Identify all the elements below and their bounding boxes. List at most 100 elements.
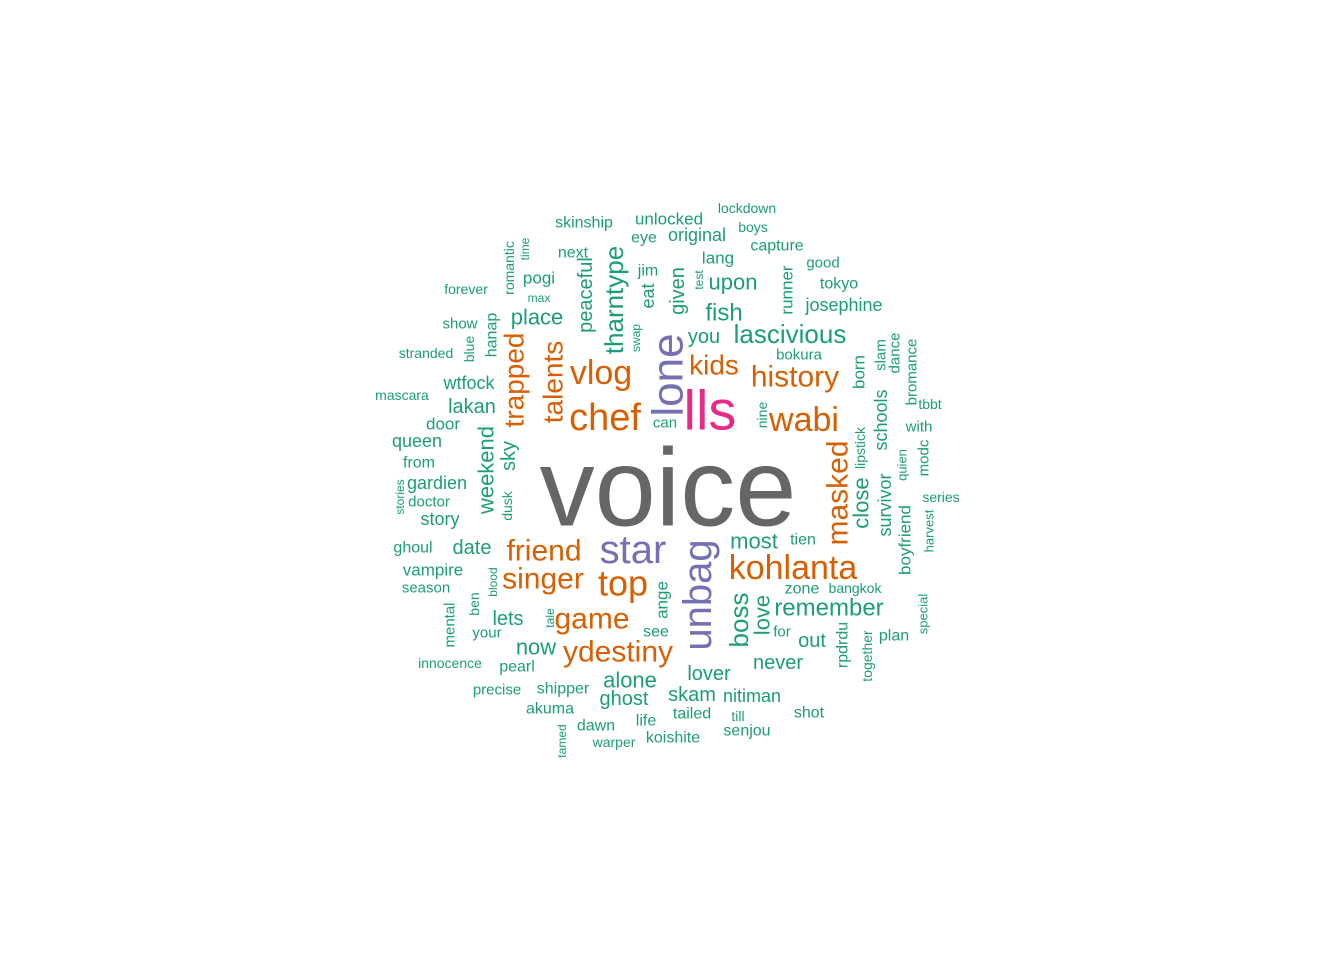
word-plan: plan — [879, 628, 909, 645]
word-dance: dance — [887, 333, 904, 374]
word-now: now — [516, 635, 556, 660]
word-gardien: gardien — [407, 473, 467, 493]
word-skam: skam — [668, 684, 716, 706]
word-game: game — [554, 603, 629, 636]
word-love: love — [750, 595, 775, 635]
word-born: born — [850, 355, 869, 389]
word-friend: friend — [506, 535, 581, 568]
word-doctor: doctor — [408, 494, 450, 511]
word-precise: precise — [473, 682, 521, 699]
word-koishite: koishite — [646, 730, 700, 747]
word-jim: jim — [637, 263, 658, 280]
word-dawn: dawn — [577, 718, 615, 735]
word-lipstick: lipstick — [852, 426, 868, 469]
word-unbag: unbag — [676, 539, 720, 650]
word-vlog: vlog — [570, 354, 632, 392]
word-ghoul: ghoul — [393, 540, 432, 557]
word-place: place — [511, 305, 564, 330]
word-tharntype: tharntype — [599, 246, 629, 354]
word-swap: swap — [629, 324, 643, 352]
word-trapped: trapped — [499, 333, 530, 428]
word-mascara: mascara — [375, 387, 429, 403]
word-pearl: pearl — [499, 659, 535, 676]
word-eye: eye — [631, 230, 657, 247]
word-good: good — [806, 255, 839, 272]
word-fish: fish — [705, 300, 742, 327]
word-next: next — [558, 245, 589, 262]
word-lockdown: lockdown — [718, 200, 776, 216]
word-alone: alone — [603, 668, 657, 693]
word-max: max — [528, 291, 551, 305]
word-remember: remember — [774, 595, 883, 622]
word-for: for — [773, 624, 791, 641]
word-time: time — [518, 237, 532, 260]
word-peaceful: peaceful — [575, 257, 597, 333]
word-forever: forever — [444, 281, 488, 297]
word-schools: schools — [871, 389, 891, 450]
word-upon: upon — [709, 270, 758, 295]
word-nine: nine — [754, 402, 770, 429]
word-unlocked: unlocked — [635, 210, 703, 229]
word-lets: lets — [492, 608, 523, 630]
word-skinship: skinship — [555, 215, 613, 232]
word-bromance: bromance — [904, 339, 921, 406]
word-wabi: wabi — [768, 401, 839, 439]
word-blue: blue — [461, 336, 477, 363]
word-history: history — [751, 361, 839, 394]
word-till: till — [731, 708, 744, 724]
word-top: top — [598, 563, 648, 604]
word-eat: eat — [638, 283, 658, 308]
word-hanap: hanap — [484, 313, 501, 358]
word-runner: runner — [778, 265, 797, 314]
word-quien: quien — [895, 449, 910, 481]
word-bokura: bokura — [776, 347, 823, 364]
word-kohlanta: kohlanta — [729, 549, 858, 587]
word-romantic: romantic — [501, 241, 517, 295]
word-ange: ange — [653, 581, 672, 619]
word-stories: stories — [393, 479, 407, 514]
word-blood: blood — [486, 567, 500, 596]
word-akuma: akuma — [526, 701, 574, 718]
word-boss: boss — [724, 593, 754, 648]
word-wtfock: wtfock — [442, 373, 495, 393]
word-ghost: ghost — [600, 688, 649, 710]
word-lover: lover — [687, 663, 731, 685]
word-modc: modc — [916, 439, 933, 476]
word-together: together — [859, 630, 875, 682]
word-capture: capture — [750, 238, 803, 255]
word-harvest: harvest — [922, 509, 937, 552]
word-tailed: tailed — [673, 706, 711, 723]
word-story: story — [420, 509, 459, 529]
word-lang: lang — [702, 249, 734, 268]
word-close: close — [849, 477, 874, 528]
word-boyfriend: boyfriend — [896, 505, 915, 575]
word-stranded: stranded — [399, 345, 453, 361]
word-your: your — [472, 625, 501, 642]
word-date: date — [453, 537, 492, 559]
word-lakan: lakan — [448, 396, 496, 418]
word-from: from — [403, 455, 435, 472]
word-chef: chef — [569, 397, 641, 439]
word-talents: talents — [538, 341, 569, 424]
word-tien: tien — [790, 532, 816, 549]
word-shipper: shipper — [537, 681, 590, 698]
word-josephine: josephine — [804, 295, 882, 315]
word-door: door — [426, 415, 460, 434]
word-mental: mental — [442, 602, 459, 647]
word-vampire: vampire — [403, 561, 463, 580]
word-show: show — [442, 316, 477, 333]
word-sky: sky — [498, 441, 520, 471]
word-pogi: pogi — [523, 269, 555, 288]
word-weekend: weekend — [474, 426, 499, 515]
word-senjou: senjou — [723, 723, 770, 740]
word-lascivious: lascivious — [734, 319, 847, 349]
word-kids: kids — [689, 350, 739, 381]
word-test: test — [692, 270, 706, 290]
word-singer: singer — [502, 563, 584, 596]
word-life: life — [636, 713, 657, 730]
word-see: see — [643, 624, 669, 641]
word-tbbt: tbbt — [918, 396, 941, 412]
word-zone: zone — [785, 581, 820, 598]
word-ben: ben — [466, 592, 482, 615]
